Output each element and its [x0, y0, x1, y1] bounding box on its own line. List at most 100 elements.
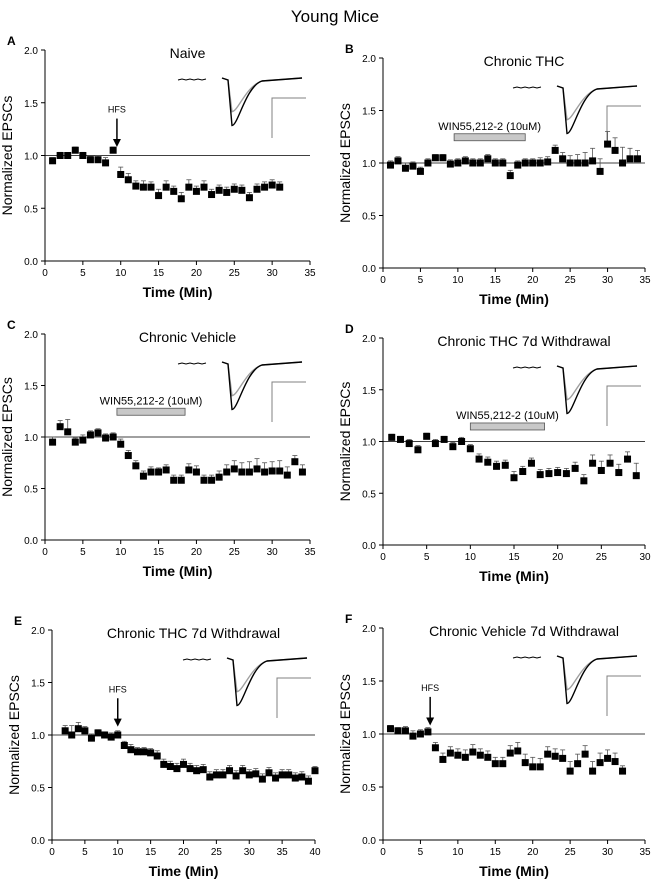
data-point [566, 767, 574, 775]
data-point [484, 458, 492, 466]
data-point [253, 185, 261, 193]
hfs-arrowhead [113, 718, 122, 727]
data-point [409, 162, 417, 170]
y-tick-label: 0.0 [31, 836, 45, 847]
data-point [238, 468, 246, 476]
epsc-trace-black [556, 655, 638, 705]
panel-title: Naive [170, 45, 206, 61]
data-point [238, 186, 246, 194]
y-tick-label: 0.5 [362, 489, 376, 500]
x-tick-label: 0 [380, 552, 386, 563]
data-point [536, 471, 544, 479]
drug-bar-label: WIN55,212-2 (10uM) [100, 395, 203, 407]
x-tick-label: 10 [115, 547, 127, 558]
x-axis-label: Time (Min) [149, 863, 219, 879]
data-point [506, 172, 514, 180]
data-point [562, 470, 570, 478]
y-tick-label: 0.5 [362, 212, 376, 223]
data-point [86, 156, 94, 164]
data-point [386, 161, 394, 169]
data-point [440, 435, 448, 443]
data-point [401, 727, 409, 735]
x-tick-label: 30 [267, 547, 279, 558]
x-tick-label: 15 [490, 275, 502, 286]
data-point [166, 763, 174, 770]
data-point [283, 471, 291, 479]
y-tick-label: 1.0 [362, 438, 376, 449]
data-point [79, 436, 87, 444]
hfs-label: HFS [421, 683, 439, 693]
data-point [431, 154, 439, 162]
baseline-trace-snippet [177, 78, 207, 81]
data-point [536, 159, 544, 167]
data-point [449, 443, 457, 451]
baseline-trace-snippet [177, 362, 207, 365]
data-point [597, 466, 605, 474]
epsc-trace-gray [556, 655, 638, 691]
data-point [219, 771, 227, 779]
data-point [304, 777, 312, 785]
x-tick-label: 35 [304, 268, 316, 279]
y-tick-label: 1.5 [31, 679, 45, 690]
data-point [147, 183, 155, 191]
x-tick-label: 5 [424, 552, 430, 563]
panel-letter: E [14, 614, 22, 628]
data-point [544, 158, 552, 166]
y-tick-label: 0.5 [31, 784, 45, 795]
hfs-label: HFS [108, 105, 126, 115]
data-point [147, 749, 155, 757]
data-point [252, 770, 260, 778]
x-tick-label: 15 [153, 547, 165, 558]
x-tick-label: 20 [552, 552, 564, 563]
x-tick-label: 5 [418, 847, 424, 858]
panel-title: Chronic Vehicle [139, 329, 236, 345]
x-tick-label: 5 [80, 268, 86, 279]
data-point [193, 767, 201, 775]
y-tick-label: 1.5 [362, 107, 376, 118]
x-tick-label: 20 [191, 268, 203, 279]
data-point [580, 477, 588, 485]
data-point [192, 187, 200, 195]
data-point [226, 767, 234, 775]
scale-bar [271, 97, 306, 138]
y-axis-label: Normalized EPSCs [337, 103, 353, 223]
x-tick-label: 20 [178, 847, 190, 858]
y-axis-label: Normalized EPSCs [337, 382, 353, 502]
epsc-trace-black [556, 85, 638, 135]
data-point [208, 191, 216, 199]
x-tick-label: 15 [153, 268, 165, 279]
data-point [611, 758, 619, 766]
y-tick-label: 1.0 [362, 159, 376, 170]
y-axis-label: Normalized EPSCs [0, 96, 15, 216]
data-point [388, 433, 396, 441]
epsc-trace-gray [221, 361, 303, 397]
y-tick-label: 2.0 [31, 626, 45, 637]
x-tick-label: 20 [527, 847, 539, 858]
data-point [49, 157, 57, 165]
data-point [261, 468, 269, 476]
data-point [200, 476, 208, 484]
data-point [632, 472, 640, 480]
data-point [155, 468, 163, 476]
data-point [162, 183, 170, 191]
data-point [386, 725, 394, 733]
epsc-trace-gray [556, 85, 638, 121]
y-tick-label: 0.0 [362, 836, 376, 847]
data-point [132, 182, 140, 190]
x-tick-label: 25 [565, 847, 577, 858]
data-point [439, 154, 447, 162]
x-tick-label: 10 [465, 552, 477, 563]
x-tick-label: 20 [527, 275, 539, 286]
data-point [574, 159, 582, 167]
data-point [559, 155, 567, 163]
x-axis-label: Time (Min) [479, 291, 549, 307]
drug-bar [469, 422, 545, 431]
data-point [581, 750, 589, 758]
data-point [212, 771, 220, 779]
data-point [454, 159, 462, 167]
x-tick-label: 10 [112, 847, 124, 858]
data-point [446, 749, 454, 757]
panel-b: 0 5 10 15 20 25 30 35 0.0 0.5 1.0 1.5 2.0 B Chronic TH… [337, 42, 651, 307]
y-tick-label: 1.5 [362, 677, 376, 688]
x-tick-label: 35 [304, 547, 316, 558]
